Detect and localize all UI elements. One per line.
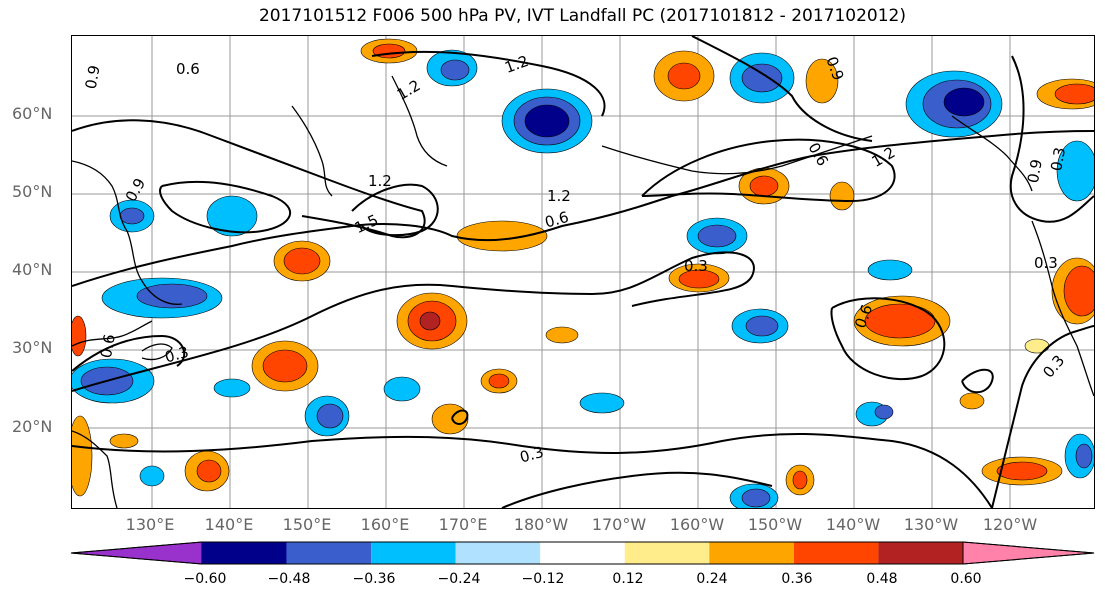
lon-label: 120°W <box>982 515 1038 534</box>
coastlines <box>72 75 1094 508</box>
pv-contours <box>72 36 1094 508</box>
positive-anomaly-patches <box>72 38 1094 497</box>
lat-label: 40°N <box>12 260 53 279</box>
colorbar-segment <box>371 542 456 564</box>
colorbar-tick-label: −0.48 <box>267 571 311 587</box>
contour-label: 0.6 <box>97 333 119 360</box>
lon-label: 130°E <box>125 515 175 534</box>
colorbar <box>70 541 1095 565</box>
colorbar-tick-label: 0.60 <box>950 571 982 587</box>
colorbar-extend-high <box>962 541 1095 565</box>
lat-label: 30°N <box>12 338 53 357</box>
lon-label: 150°E <box>282 515 332 534</box>
lon-label: 170°W <box>591 515 647 534</box>
contour-label: 0.6 <box>543 208 571 232</box>
lat-label: 50°N <box>12 182 53 201</box>
contour-label: 0.3 <box>163 343 191 367</box>
plot-title: 2017101512 F006 500 hPa PV, IVT Landfall… <box>258 6 906 26</box>
colorbar-outline <box>70 541 1095 565</box>
colorbar-tick-label: −0.36 <box>352 571 396 587</box>
colorbar-tick-label: −0.24 <box>437 571 481 587</box>
lat-label: 20°N <box>12 417 53 436</box>
colorbar-segment <box>624 542 710 564</box>
colorbar-segment <box>455 542 541 564</box>
colorbar-segment <box>878 542 963 564</box>
colorbar-tick-label: 0.24 <box>696 571 728 587</box>
contour-label: 1.2 <box>547 187 571 205</box>
contour-label: 0.3 <box>684 257 708 275</box>
colorbar-segment <box>286 542 372 564</box>
colorbar-extend-low <box>70 541 203 565</box>
map-panel: 0.6 0.9 1.2 1.2 1.5 1.2 0.6 1.2 0.9 1.2 … <box>71 35 1095 509</box>
contour-label: 0.6 <box>804 139 832 169</box>
colorbar-tick-label: −0.60 <box>183 571 227 587</box>
contour-label: 0.3 <box>1034 254 1058 272</box>
lon-label: 170°E <box>438 515 488 534</box>
colorbar-segments <box>70 541 1095 565</box>
lon-label: 140°W <box>825 515 881 534</box>
contour-label: 0.3 <box>518 443 546 467</box>
lon-label: 160°E <box>360 515 410 534</box>
colorbar-tick-label: 0.12 <box>612 571 644 587</box>
colorbar-segment <box>202 542 287 564</box>
lon-label: 180°W <box>513 515 569 534</box>
colorbar-segment <box>709 542 794 564</box>
lon-label: 160°W <box>669 515 725 534</box>
lat-label: 60°N <box>12 104 53 123</box>
negative-anomaly-patches <box>72 49 1094 508</box>
contour-label: 0.9 <box>82 64 104 91</box>
colorbar-tick-label: 0.36 <box>781 571 813 587</box>
contour-label: 1.2 <box>368 172 392 190</box>
contour-label: 1.2 <box>394 76 424 104</box>
colorbar-tick-label: 0.48 <box>866 571 898 587</box>
lon-label: 130°W <box>903 515 959 534</box>
contour-label: 0.6 <box>176 60 200 78</box>
colorbar-tick-label: −0.12 <box>521 571 565 587</box>
lon-label: 140°E <box>204 515 254 534</box>
contour-label: 0.3 <box>1039 352 1068 382</box>
contour-label: 0.9 <box>1024 158 1046 185</box>
colorbar-segment <box>540 542 625 564</box>
lon-label: 150°W <box>747 515 803 534</box>
colorbar-segment <box>793 542 879 564</box>
contour-label: 0.3 <box>1047 146 1069 173</box>
contour-label: 1.2 <box>502 52 531 77</box>
